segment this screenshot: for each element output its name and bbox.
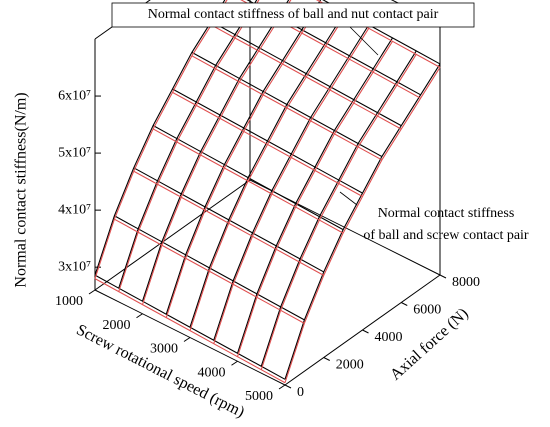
x-tick-label: 1000	[55, 294, 83, 309]
surface-line	[94, 278, 286, 384]
y-tick-label: 6000	[413, 303, 441, 318]
x-tick	[183, 337, 191, 342]
surface-line	[133, 167, 325, 273]
x-tick-label: 2000	[103, 318, 131, 333]
axes-box: 1000 2000 3000 4000 5000 0 2000 4000 6000 8000 3x1…	[55, 0, 480, 404]
y-tick-label: 0	[297, 385, 304, 400]
surface-line	[172, 91, 363, 197]
x-tick-label: 4000	[198, 365, 226, 380]
surface-line	[165, 1, 322, 318]
annotation: Normal contact stiffness	[378, 206, 515, 221]
x-tick	[136, 313, 143, 319]
surface-line	[133, 170, 325, 276]
x-tick	[88, 289, 96, 295]
surface-line	[141, 0, 290, 302]
surface-line	[114, 218, 305, 324]
surfaces	[94, 0, 441, 384]
surface-line	[284, 67, 441, 383]
annotation-box	[111, 2, 475, 28]
surface-line	[191, 55, 383, 161]
surface-line	[94, 274, 286, 380]
y-tick	[362, 329, 369, 334]
y-tick	[401, 302, 408, 306]
x-tick-label: 5000	[245, 389, 273, 404]
annotation-pointer	[339, 191, 358, 206]
surface-line	[213, 28, 370, 344]
surface-line	[191, 51, 383, 158]
z-tick-label: 6x10⁷	[58, 88, 91, 103]
annotation: of ball and screw contact pair	[363, 228, 529, 243]
y-tick-label: 4000	[375, 330, 403, 345]
surface-line	[213, 24, 370, 341]
surface-line	[172, 88, 363, 194]
z-axis-label: Normal contact stiffness(N/m)	[13, 92, 30, 287]
surface-line	[236, 37, 393, 354]
surface-line	[210, 24, 402, 130]
z-tick-label: 5x10⁷	[58, 145, 91, 160]
surface-line	[152, 125, 344, 231]
z-tick-label: 4x10⁷	[58, 202, 91, 217]
x-tick	[231, 360, 238, 366]
surface-line	[284, 63, 441, 380]
surface-line	[114, 215, 305, 321]
y-tick-label: 8000	[452, 275, 480, 290]
axis-edge	[94, 179, 251, 291]
y-tick	[284, 384, 292, 389]
y-tick	[323, 357, 330, 361]
annotation: Normal contact stiffness of ball and nut…	[148, 7, 439, 22]
y-tick-label: 2000	[336, 358, 364, 373]
surface-line	[210, 21, 402, 127]
annotation-pointer	[349, 26, 379, 56]
surface-line	[236, 41, 393, 357]
surface-line	[152, 128, 344, 234]
surface-line	[141, 0, 292, 305]
surface-line	[189, 14, 346, 331]
surface-line	[94, 0, 226, 276]
y-tick	[439, 274, 447, 279]
x-tick-label: 3000	[150, 342, 178, 357]
x-tick	[278, 384, 286, 390]
z-tick-label: 3x10⁷	[58, 259, 91, 274]
